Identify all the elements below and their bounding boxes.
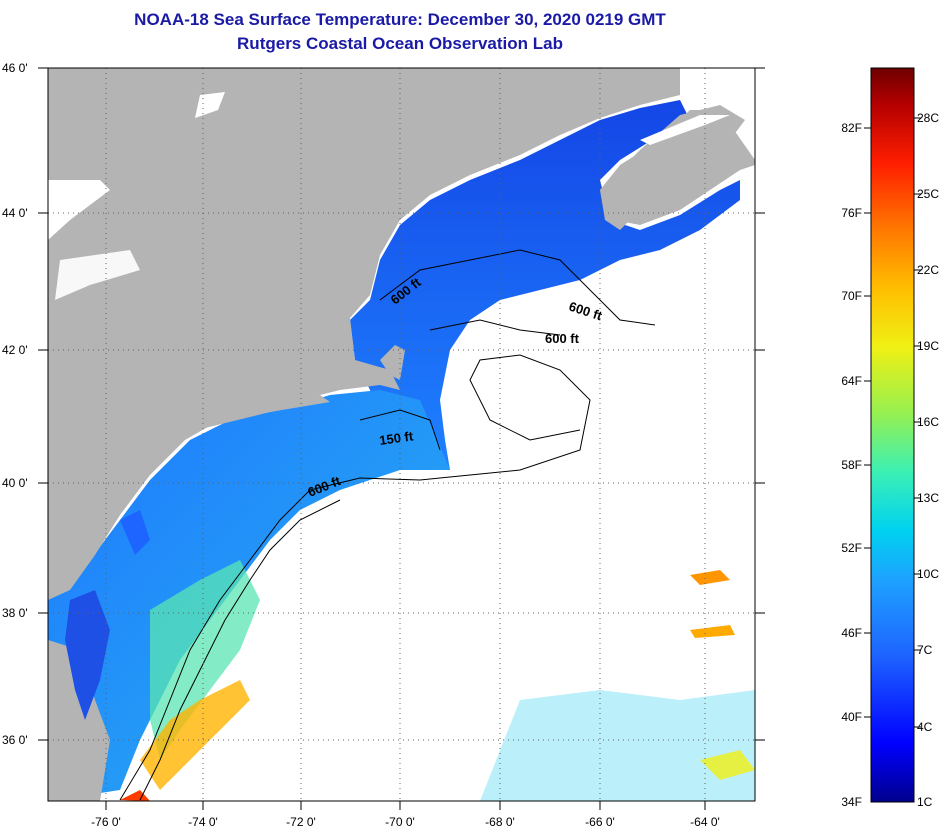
scale-label-f: 64F	[841, 374, 862, 388]
lat-label: 44 0'	[2, 206, 28, 220]
lat-label: 40 0'	[2, 476, 28, 490]
scale-label-f: 34F	[841, 795, 862, 809]
map-subtitle: Rutgers Coastal Ocean Observation Lab	[237, 34, 563, 53]
scale-label-c: 4C	[917, 720, 933, 734]
delaware-bay	[120, 510, 150, 555]
scale-label-c: 25C	[917, 187, 939, 201]
scale-label-f: 52F	[841, 541, 862, 555]
us-land	[48, 68, 680, 600]
warm-streak-2	[690, 625, 735, 638]
contour-600ft	[119, 354, 591, 801]
scale-label-c: 28C	[917, 111, 939, 125]
contour-label-150: 150 ft	[378, 428, 414, 448]
scale-label-f: 40F	[841, 710, 862, 724]
warm-core	[120, 790, 150, 801]
map-frame	[47, 67, 756, 802]
contour-150ft	[139, 499, 341, 801]
warm-streak-3	[700, 750, 755, 780]
graticule	[48, 68, 755, 801]
scale-label-f: 70F	[841, 289, 862, 303]
lon-label: -64 0'	[690, 815, 720, 829]
shelf-water	[48, 390, 450, 801]
scale-label-c: 13C	[917, 491, 939, 505]
lon-label: -70 0'	[385, 815, 415, 829]
cloud-patch-ns	[640, 115, 730, 145]
cape-cod	[380, 345, 405, 380]
lat-label: 46 0'	[2, 61, 28, 75]
contour-600ft-gulf	[429, 319, 561, 336]
lat-label: 38 0'	[2, 606, 28, 620]
offshore-scatter	[480, 690, 755, 801]
cloud-patch-ny	[55, 250, 140, 300]
lon-label: -68 0'	[485, 815, 515, 829]
scale-label-f: 46F	[841, 626, 862, 640]
scale-ticks	[864, 117, 921, 728]
contour-150ft-shoals	[359, 409, 441, 451]
warm-streak-1	[690, 570, 730, 585]
lon-label: -66 0'	[585, 815, 615, 829]
scale-label-f: 82F	[841, 121, 862, 135]
lon-label: -76 0'	[91, 815, 121, 829]
virginia-carolina-land	[48, 640, 110, 801]
scale-label-c: 16C	[917, 415, 939, 429]
gulf-stream-edge	[140, 680, 250, 790]
map-title: NOAA-18 Sea Surface Temperature: Decembe…	[134, 10, 666, 29]
nova-scotia-land	[600, 105, 745, 230]
cloud-patch-west	[48, 180, 110, 240]
chesapeake-bay	[65, 590, 110, 720]
scale-label-c: 10C	[917, 567, 939, 581]
gulf-of-maine-water	[350, 100, 740, 470]
contour-label-600-georges: 600 ft	[545, 331, 580, 346]
scale-label-f: 58F	[841, 458, 862, 472]
lon-label: -74 0'	[188, 815, 218, 829]
scale-label-c: 7C	[917, 643, 933, 657]
lat-label: 36 0'	[2, 733, 28, 747]
scale-label-c: 1C	[917, 795, 933, 809]
color-scale-bar	[870, 67, 915, 803]
axis-ticks	[38, 67, 765, 810]
lon-label: -72 0'	[286, 815, 316, 829]
scale-label-f: 76F	[841, 206, 862, 220]
contour-600ft-north	[379, 249, 656, 326]
lat-label: 42 0'	[2, 343, 28, 357]
contour-lines	[119, 249, 656, 801]
scale-label-c: 19C	[917, 339, 939, 353]
scale-label-c: 22C	[917, 263, 939, 277]
long-island	[200, 395, 330, 428]
